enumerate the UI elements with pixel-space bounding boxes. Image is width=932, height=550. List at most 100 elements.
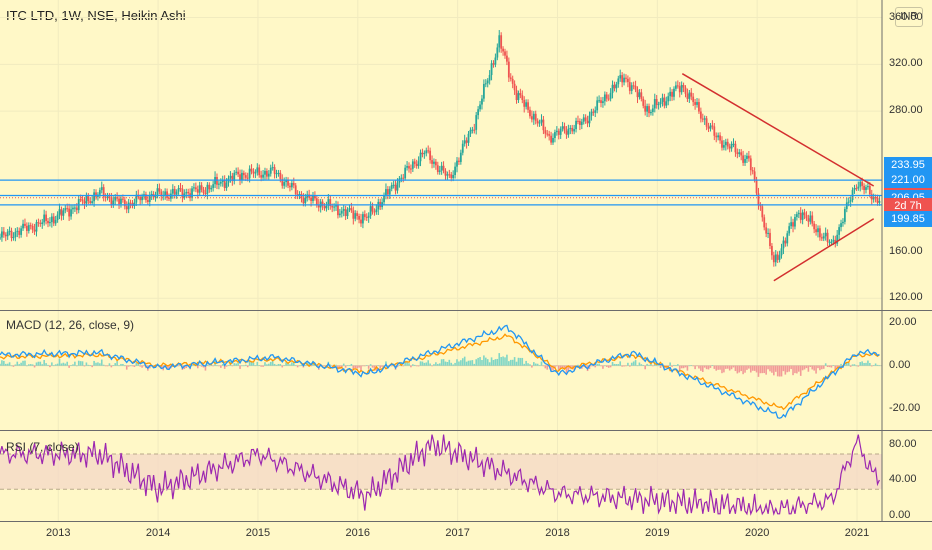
macd-tick-label: -20.00 [889, 401, 921, 414]
macd-histogram-bar [836, 365, 838, 369]
candle-body [333, 206, 336, 208]
macd-histogram-bar [867, 360, 869, 366]
candle-body [181, 188, 184, 198]
candle-body [200, 185, 203, 190]
macd-histogram-bar [225, 365, 228, 367]
macd-histogram-bar [377, 365, 380, 367]
macd-histogram-bar [605, 365, 608, 367]
candle-body [788, 226, 791, 234]
macd-histogram-bar [254, 365, 257, 367]
macd-histogram-bar [869, 363, 871, 366]
candle-body [358, 215, 360, 220]
candle-body [557, 130, 560, 135]
candle-body [388, 188, 391, 195]
macd-histogram-bar [523, 363, 526, 366]
macd-histogram-bar [218, 365, 220, 367]
candle-body [582, 117, 585, 122]
candle-body [39, 223, 42, 225]
candle-body [327, 199, 330, 206]
candle-body [72, 207, 74, 210]
candle-body [50, 216, 53, 223]
macd-histogram-bar [442, 359, 445, 366]
price-tag: 221.00 [884, 172, 932, 189]
candle-body [809, 215, 812, 222]
macd-histogram-bar [786, 365, 789, 373]
macd-histogram-bar [517, 357, 520, 366]
macd-histogram-bar [200, 365, 203, 367]
macd-histogram-bar [673, 364, 675, 366]
macd-histogram-bar [12, 365, 15, 367]
candle-body [279, 172, 282, 180]
macd-histogram-bar [594, 365, 597, 368]
candle-body [840, 223, 842, 228]
candle-body [813, 223, 816, 230]
candle-body [797, 212, 800, 215]
candle-body [135, 194, 138, 203]
candle-body [680, 84, 683, 93]
macd-histogram-bar [757, 365, 760, 377]
macd-histogram-bar [828, 365, 831, 368]
macd-histogram-bar [54, 364, 57, 366]
macd-histogram-bar [275, 364, 278, 366]
macd-histogram-bar [592, 365, 595, 367]
candle-body [734, 143, 737, 153]
candle-body [68, 208, 71, 217]
candle-body [262, 174, 264, 178]
macd-histogram-bar [52, 365, 55, 367]
macd-histogram-bar [607, 365, 610, 368]
candle-body [442, 165, 445, 171]
macd-histogram-bar [725, 365, 727, 369]
currency-button[interactable]: INR [895, 7, 923, 27]
candle-body [229, 175, 232, 179]
year-tick-label: 2013 [45, 527, 71, 539]
macd-histogram-bar [440, 359, 443, 366]
macd-histogram-bar [106, 365, 109, 367]
macd-histogram-bar [60, 363, 63, 366]
macd-histogram-bar [141, 365, 143, 368]
candle-body [628, 82, 631, 91]
candle-body [75, 207, 78, 211]
macd-histogram-bar [427, 360, 429, 366]
macd-histogram-bar [684, 365, 687, 368]
macd-histogram-bar [811, 365, 814, 370]
macd-histogram-bar [160, 365, 163, 369]
candle-body [838, 227, 841, 235]
candle-body [615, 84, 618, 89]
macd-histogram-bar [348, 365, 351, 366]
year-tick-label: 2015 [245, 527, 271, 539]
candle-body [832, 239, 835, 242]
macd-histogram-bar [4, 363, 7, 366]
macd-histogram-bar [235, 363, 237, 366]
macd-histogram-bar [567, 365, 570, 371]
candle-body [826, 232, 829, 243]
macd-histogram-bar [471, 360, 474, 366]
candle-body [461, 143, 464, 153]
rsi-panel [0, 434, 882, 516]
candle-body [289, 185, 291, 188]
candle-body [550, 135, 552, 143]
macd-histogram-bar [711, 365, 714, 366]
candle-body [173, 188, 176, 195]
candle-body [394, 184, 397, 191]
macd-histogram-bar [415, 365, 418, 367]
macd-histogram-bar [508, 361, 510, 366]
macd-histogram-bar [387, 365, 389, 367]
candle-body [62, 210, 65, 216]
candle-body [657, 104, 660, 106]
macd-histogram-bar [740, 365, 742, 372]
candle-body [465, 140, 468, 143]
candle-body [150, 193, 153, 196]
candle-body [323, 206, 326, 209]
macd-histogram-bar [625, 365, 627, 367]
candle-body [33, 229, 36, 232]
macd-histogram-bar [705, 365, 708, 370]
candle-body [530, 116, 533, 120]
macd-histogram-bar [753, 365, 756, 371]
macd-histogram-bar [212, 365, 214, 367]
candle-body [709, 125, 712, 129]
macd-histogram-bar [559, 365, 562, 369]
candle-body [448, 174, 451, 176]
candle-body [719, 135, 721, 141]
macd-histogram-bar [822, 365, 825, 369]
